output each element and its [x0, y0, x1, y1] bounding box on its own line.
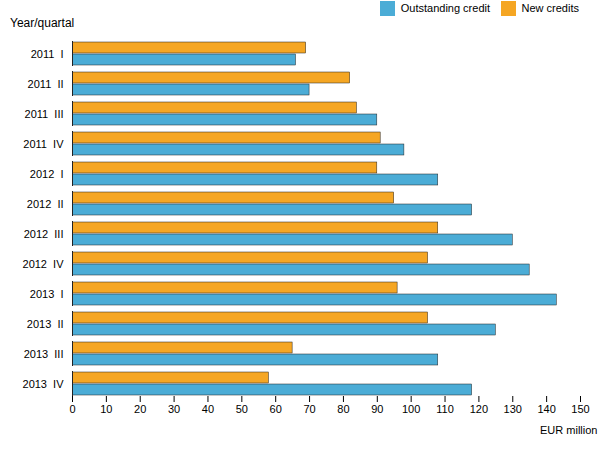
svg-text:2013 II: 2013 II [27, 318, 64, 330]
svg-text:60: 60 [270, 403, 282, 415]
svg-text:50: 50 [236, 403, 248, 415]
html-text:Outstanding credit: Outstanding credit [400, 2, 490, 14]
svg-text:150: 150 [571, 403, 589, 415]
svg-text:0: 0 [69, 403, 75, 415]
svg-text:110: 110 [436, 403, 454, 415]
svg-text:130: 130 [504, 403, 522, 415]
svg-text:90: 90 [371, 403, 383, 415]
svg-text:2012 I: 2012 I [30, 168, 64, 180]
svg-text:40: 40 [202, 403, 214, 415]
svg-text:20: 20 [134, 403, 146, 415]
svg-text:2012 II: 2012 II [27, 198, 64, 210]
svg-text:120: 120 [470, 403, 488, 415]
svg-text:2012 IV: 2012 IV [23, 258, 65, 270]
svg-text:10: 10 [100, 403, 112, 415]
svg-text:2012 III: 2012 III [24, 228, 64, 240]
svg-text:2011 II: 2011 II [28, 78, 64, 90]
svg-text:30: 30 [168, 403, 180, 415]
svg-text:2013 I: 2013 I [30, 288, 64, 300]
svg-text:70: 70 [303, 403, 315, 415]
svg-text:2013 IV: 2013 IV [23, 378, 65, 390]
svg-text:2011 IV: 2011 IV [23, 138, 64, 150]
html-text:New credits: New credits [521, 2, 579, 14]
svg-text:80: 80 [337, 403, 349, 415]
svg-text:2011 I: 2011 I [31, 48, 64, 60]
svg-text:2013 III: 2013 III [24, 348, 64, 360]
svg-text:140: 140 [537, 403, 555, 415]
svg-text:EUR million: EUR million [540, 424, 597, 436]
svg-text:2011 III: 2011 III [25, 108, 64, 120]
html-text:Year/quartal: Year/quartal [10, 16, 75, 30]
svg-text:100: 100 [402, 403, 420, 415]
